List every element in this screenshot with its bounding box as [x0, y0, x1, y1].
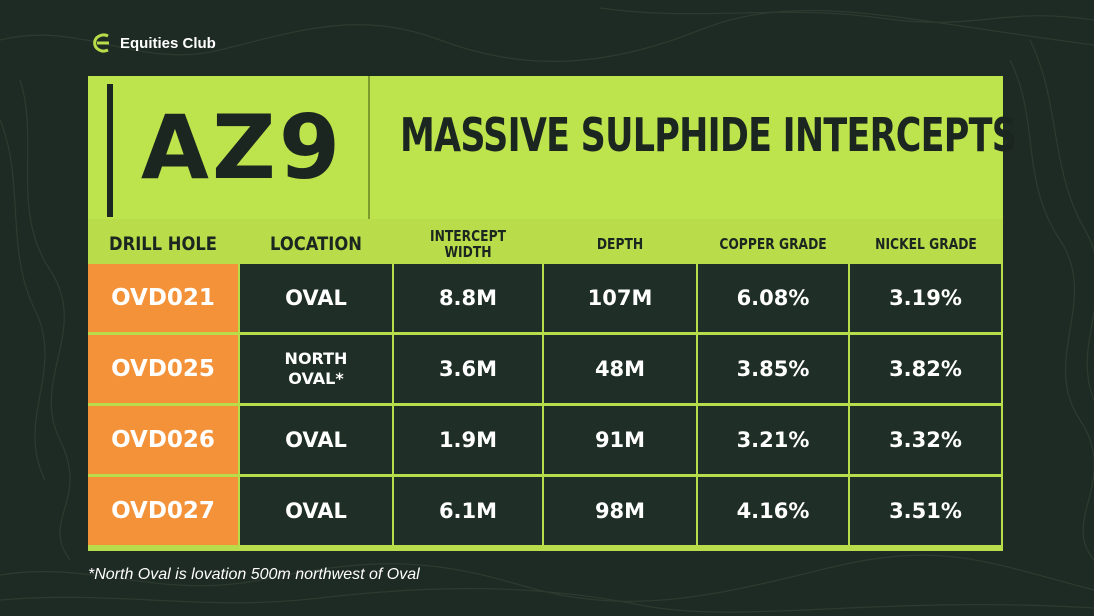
nickel-grade-cell: 3.19%: [850, 264, 1001, 332]
table-row: OVD021 OVAL 8.8M 107M 6.08% 3.19%: [88, 264, 1003, 334]
depth-cell: 107M: [544, 264, 696, 332]
page-title: MASSIVE SULPHIDE INTERCEPTS: [400, 108, 1017, 162]
intercept-width-cell: 1.9M: [394, 406, 542, 474]
nickel-grade-cell: 3.32%: [850, 406, 1001, 474]
equities-club-logo-icon: [93, 33, 109, 53]
column-header-location: LOCATION: [270, 233, 362, 255]
intercept-width-cell: 8.8M: [394, 264, 542, 332]
footnote: *North Oval is lovation 500m northwest o…: [88, 566, 420, 583]
copper-grade-cell: 3.85%: [698, 335, 848, 403]
column-header-depth: DEPTH: [596, 235, 644, 253]
location-cell: NORTH OVAL*: [240, 335, 392, 403]
copper-grade-cell: 4.16%: [698, 477, 848, 545]
location-cell: OVAL: [240, 477, 392, 545]
drill-hole-cell: OVD021: [88, 264, 238, 332]
table-row: OVD025 NORTH OVAL* 3.6M 48M 3.85% 3.82%: [88, 335, 1003, 405]
panel-header: AZ9 MASSIVE SULPHIDE INTERCEPTS: [88, 76, 1017, 219]
location-cell: OVAL: [240, 264, 392, 332]
header-divider: [368, 76, 370, 219]
ticker-symbol: AZ9: [140, 96, 344, 199]
brand-logo: Equities Club: [90, 33, 216, 53]
drill-hole-cell: OVD025: [88, 335, 238, 403]
column-header-copper-grade: COPPER GRADE: [719, 235, 827, 253]
drill-hole-cell: OVD026: [88, 406, 238, 474]
copper-grade-cell: 3.21%: [698, 406, 848, 474]
depth-cell: 91M: [544, 406, 696, 474]
intercept-width-cell: 3.6M: [394, 335, 542, 403]
nickel-grade-cell: 3.82%: [850, 335, 1001, 403]
header-accent-bar: [107, 84, 113, 217]
column-header-drill-hole: DRILL HOLE: [109, 233, 217, 255]
intercept-width-cell: 6.1M: [394, 477, 542, 545]
depth-cell: 48M: [544, 335, 696, 403]
column-header-intercept-width: INTERCEPT WIDTH: [430, 227, 506, 261]
location-cell: OVAL: [240, 406, 392, 474]
nickel-grade-cell: 3.51%: [850, 477, 1001, 545]
depth-cell: 98M: [544, 477, 696, 545]
drill-hole-cell: OVD027: [88, 477, 238, 545]
table-row: OVD026 OVAL 1.9M 91M 3.21% 3.32%: [88, 406, 1003, 476]
table-row: OVD027 OVAL 6.1M 98M 4.16% 3.51%: [88, 477, 1003, 547]
column-header-nickel-grade: NICKEL GRADE: [875, 235, 977, 253]
brand-name: Equities Club: [120, 34, 216, 52]
copper-grade-cell: 6.08%: [698, 264, 848, 332]
results-panel: AZ9 MASSIVE SULPHIDE INTERCEPTS DRILL HO…: [88, 76, 1017, 551]
